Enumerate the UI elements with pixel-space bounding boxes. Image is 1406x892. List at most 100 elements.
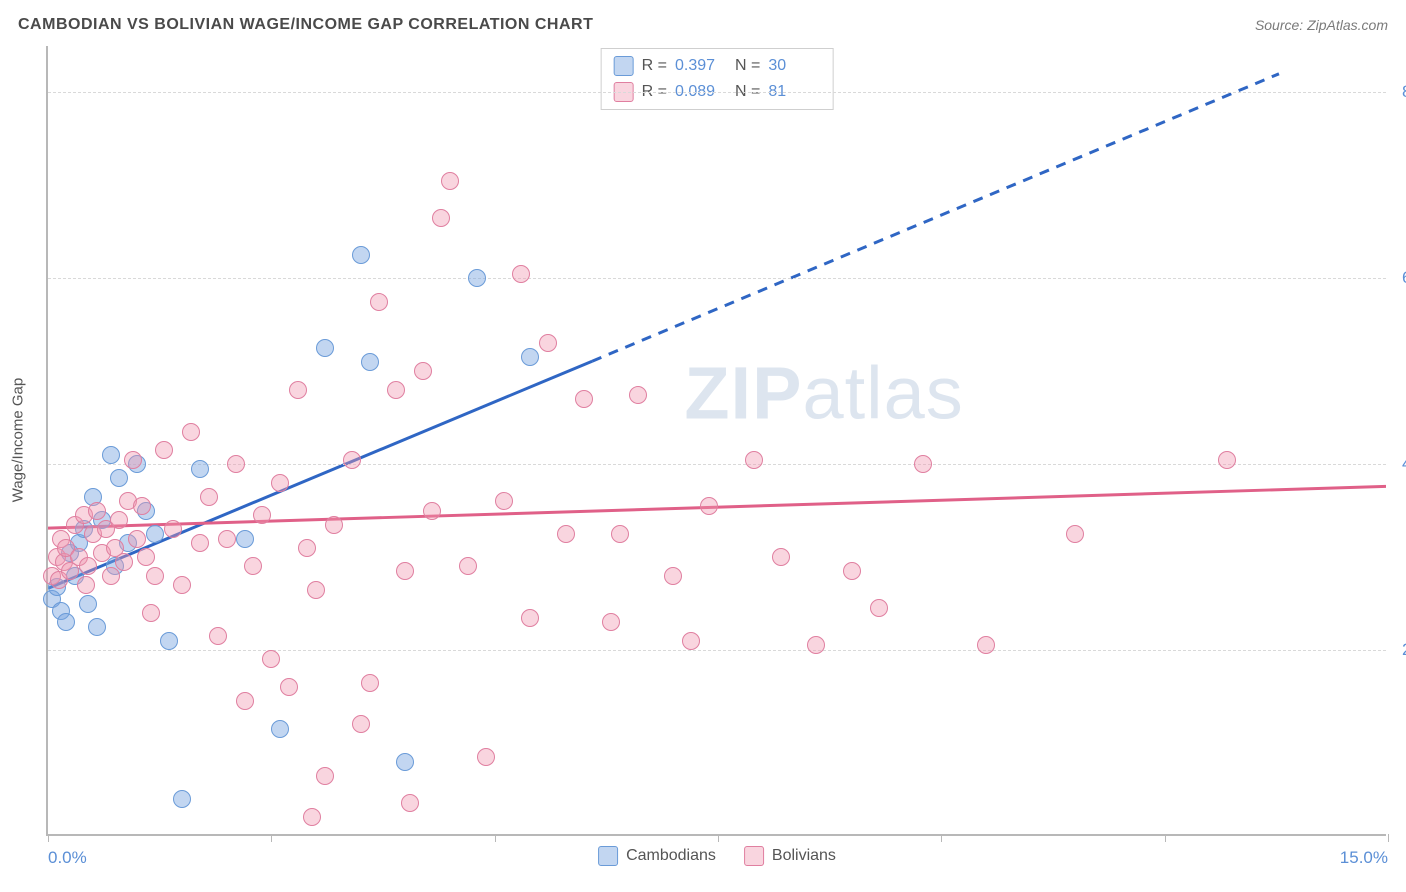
data-point bbox=[316, 767, 334, 785]
r-label: R = bbox=[642, 57, 667, 75]
data-point bbox=[182, 423, 200, 441]
data-point bbox=[137, 548, 155, 566]
data-point bbox=[191, 460, 209, 478]
data-point bbox=[468, 269, 486, 287]
data-point bbox=[57, 613, 75, 631]
data-point bbox=[325, 516, 343, 534]
data-point bbox=[227, 455, 245, 473]
x-tick bbox=[271, 834, 272, 842]
data-point bbox=[146, 525, 164, 543]
chart-title: CAMBODIAN VS BOLIVIAN WAGE/INCOME GAP CO… bbox=[18, 16, 593, 34]
data-point bbox=[772, 548, 790, 566]
watermark: ZIPatlas bbox=[684, 350, 963, 435]
data-point bbox=[459, 557, 477, 575]
stats-row-cambodians: R = 0.397 N = 30 bbox=[614, 53, 821, 79]
data-point bbox=[218, 530, 236, 548]
series-legend: Cambodians Bolivians bbox=[598, 846, 836, 866]
n-value-cambodians: 30 bbox=[768, 57, 820, 75]
data-point bbox=[629, 386, 647, 404]
data-point bbox=[441, 172, 459, 190]
swatch-cambodians bbox=[598, 846, 618, 866]
data-point bbox=[1218, 451, 1236, 469]
data-point bbox=[164, 520, 182, 538]
x-tick bbox=[48, 834, 49, 842]
swatch-cambodians bbox=[614, 56, 634, 76]
data-point bbox=[521, 348, 539, 366]
data-point bbox=[477, 748, 495, 766]
data-point bbox=[160, 632, 178, 650]
swatch-bolivians bbox=[744, 846, 764, 866]
data-point bbox=[1066, 525, 1084, 543]
data-point bbox=[664, 567, 682, 585]
gridline bbox=[48, 92, 1386, 93]
data-point bbox=[557, 525, 575, 543]
data-point bbox=[146, 567, 164, 585]
data-point bbox=[843, 562, 861, 580]
data-point bbox=[352, 246, 370, 264]
y-tick-label: 40.0% bbox=[1388, 454, 1406, 474]
data-point bbox=[401, 794, 419, 812]
watermark-part2: atlas bbox=[802, 351, 963, 434]
data-point bbox=[521, 609, 539, 627]
legend-item-cambodians: Cambodians bbox=[598, 846, 716, 866]
x-tick bbox=[718, 834, 719, 842]
data-point bbox=[316, 339, 334, 357]
data-point bbox=[432, 209, 450, 227]
data-point bbox=[253, 506, 271, 524]
y-axis-label: Wage/Income Gap bbox=[10, 378, 27, 503]
data-point bbox=[307, 581, 325, 599]
data-point bbox=[79, 595, 97, 613]
y-tick-label: 80.0% bbox=[1388, 82, 1406, 102]
data-point bbox=[396, 753, 414, 771]
trend-line bbox=[592, 74, 1279, 361]
data-point bbox=[262, 650, 280, 668]
data-point bbox=[280, 678, 298, 696]
data-point bbox=[423, 502, 441, 520]
data-point bbox=[539, 334, 557, 352]
x-tick bbox=[941, 834, 942, 842]
r-value-cambodians: 0.397 bbox=[675, 57, 727, 75]
watermark-part1: ZIP bbox=[684, 351, 802, 434]
data-point bbox=[575, 390, 593, 408]
gridline bbox=[48, 464, 1386, 465]
data-point bbox=[271, 474, 289, 492]
data-point bbox=[77, 576, 95, 594]
legend-item-bolivians: Bolivians bbox=[744, 846, 836, 866]
gridline bbox=[48, 650, 1386, 651]
data-point bbox=[495, 492, 513, 510]
data-point bbox=[352, 715, 370, 733]
x-tick-label: 0.0% bbox=[48, 848, 87, 868]
data-point bbox=[745, 451, 763, 469]
x-tick bbox=[1388, 834, 1389, 842]
data-point bbox=[602, 613, 620, 631]
data-point bbox=[807, 636, 825, 654]
scatter-plot: Wage/Income Gap ZIPatlas R = 0.397 N = 3… bbox=[46, 46, 1386, 836]
data-point bbox=[977, 636, 995, 654]
data-point bbox=[110, 511, 128, 529]
data-point bbox=[914, 455, 932, 473]
data-point bbox=[682, 632, 700, 650]
stats-legend: R = 0.397 N = 30 R = 0.089 N = 81 bbox=[601, 48, 834, 110]
x-tick bbox=[495, 834, 496, 842]
data-point bbox=[79, 557, 97, 575]
data-point bbox=[200, 488, 218, 506]
legend-label-cambodians: Cambodians bbox=[626, 847, 716, 865]
data-point bbox=[870, 599, 888, 617]
trend-lines-layer bbox=[48, 46, 1386, 834]
data-point bbox=[142, 604, 160, 622]
chart-header: CAMBODIAN VS BOLIVIAN WAGE/INCOME GAP CO… bbox=[0, 0, 1406, 40]
data-point bbox=[343, 451, 361, 469]
data-point bbox=[102, 446, 120, 464]
data-point bbox=[396, 562, 414, 580]
data-point bbox=[512, 265, 530, 283]
y-tick-label: 60.0% bbox=[1388, 268, 1406, 288]
data-point bbox=[370, 293, 388, 311]
data-point bbox=[361, 353, 379, 371]
legend-label-bolivians: Bolivians bbox=[772, 847, 836, 865]
x-tick bbox=[1165, 834, 1166, 842]
data-point bbox=[236, 530, 254, 548]
data-point bbox=[88, 502, 106, 520]
data-point bbox=[303, 808, 321, 826]
data-point bbox=[133, 497, 151, 515]
data-point bbox=[236, 692, 254, 710]
